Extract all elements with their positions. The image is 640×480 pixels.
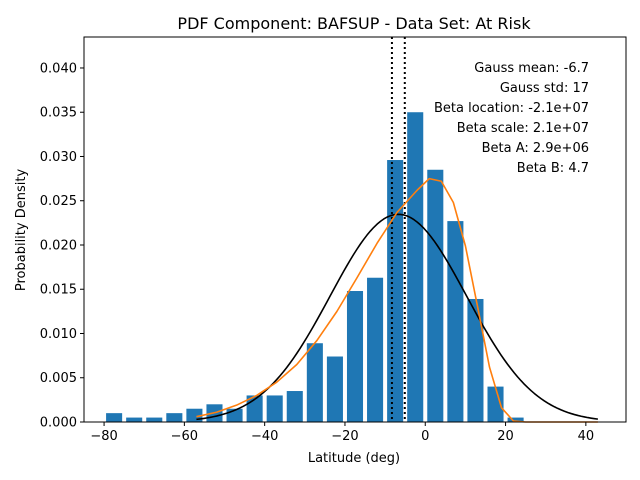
histogram-bar (367, 277, 384, 422)
y-tick-label: 0.015 (40, 283, 77, 298)
x-tick-label: 20 (497, 429, 514, 444)
histogram-bar (166, 413, 183, 422)
x-axis: −80 −60 −40 −20 0 20 40 (90, 422, 594, 444)
chart-title: PDF Component: BAFSUP - Data Set: At Ris… (177, 14, 531, 33)
y-tick-label: 0.040 (40, 61, 77, 76)
x-tick-label: 40 (578, 429, 595, 444)
y-tick-label: 0.020 (40, 238, 77, 253)
histogram-bar (487, 386, 504, 422)
histogram-bar (326, 356, 343, 422)
x-tick-label: −40 (251, 429, 278, 444)
histogram-bar (306, 343, 323, 422)
histogram-bar (387, 160, 404, 422)
parameter-annotation: Beta A: 2.9e+06 (482, 141, 589, 156)
x-axis-title: Latitude (deg) (308, 451, 400, 466)
histogram-bar (106, 413, 123, 422)
plot-frame (83, 36, 627, 423)
y-tick-label: 0.030 (40, 150, 77, 165)
histogram-bar (407, 112, 424, 422)
x-tick-label: −20 (331, 429, 358, 444)
x-tick-label: −80 (90, 429, 117, 444)
histogram-bar (447, 221, 464, 422)
histogram-bar (346, 291, 364, 422)
parameter-annotation: Gauss std: 17 (500, 81, 589, 96)
histogram-bar (507, 417, 524, 422)
histogram-bar (126, 417, 143, 422)
y-tick-label: 0.025 (40, 194, 77, 209)
y-tick-label: 0.000 (40, 416, 77, 431)
x-tick-label: 0 (421, 429, 429, 444)
plot-area (106, 37, 599, 423)
parameter-annotation: Beta location: -2.1e+07 (434, 101, 589, 116)
y-axis: 0.000 0.005 0.010 0.015 0.020 0.025 0.030 0.035… (40, 61, 84, 431)
histogram-bar (467, 298, 484, 422)
parameter-annotation: Beta scale: 2.1e+07 (457, 121, 589, 136)
histogram-bar (427, 169, 444, 422)
histogram-bar (146, 417, 163, 422)
y-tick-label: 0.035 (40, 106, 77, 121)
gaussian-fit-line (196, 213, 599, 421)
histogram-bar (286, 391, 303, 422)
y-axis-title: Probability Density (14, 169, 29, 292)
parameter-annotation: Beta B: 4.7 (517, 161, 589, 176)
x-tick-label: −60 (171, 429, 198, 444)
histogram-bar (266, 395, 283, 422)
y-tick-label: 0.010 (40, 327, 77, 342)
parameter-annotations: Gauss mean: -6.7 Gauss std: 17 Beta locati… (434, 61, 589, 176)
parameter-annotation: Gauss mean: -6.7 (474, 61, 589, 76)
y-tick-label: 0.005 (40, 371, 77, 386)
